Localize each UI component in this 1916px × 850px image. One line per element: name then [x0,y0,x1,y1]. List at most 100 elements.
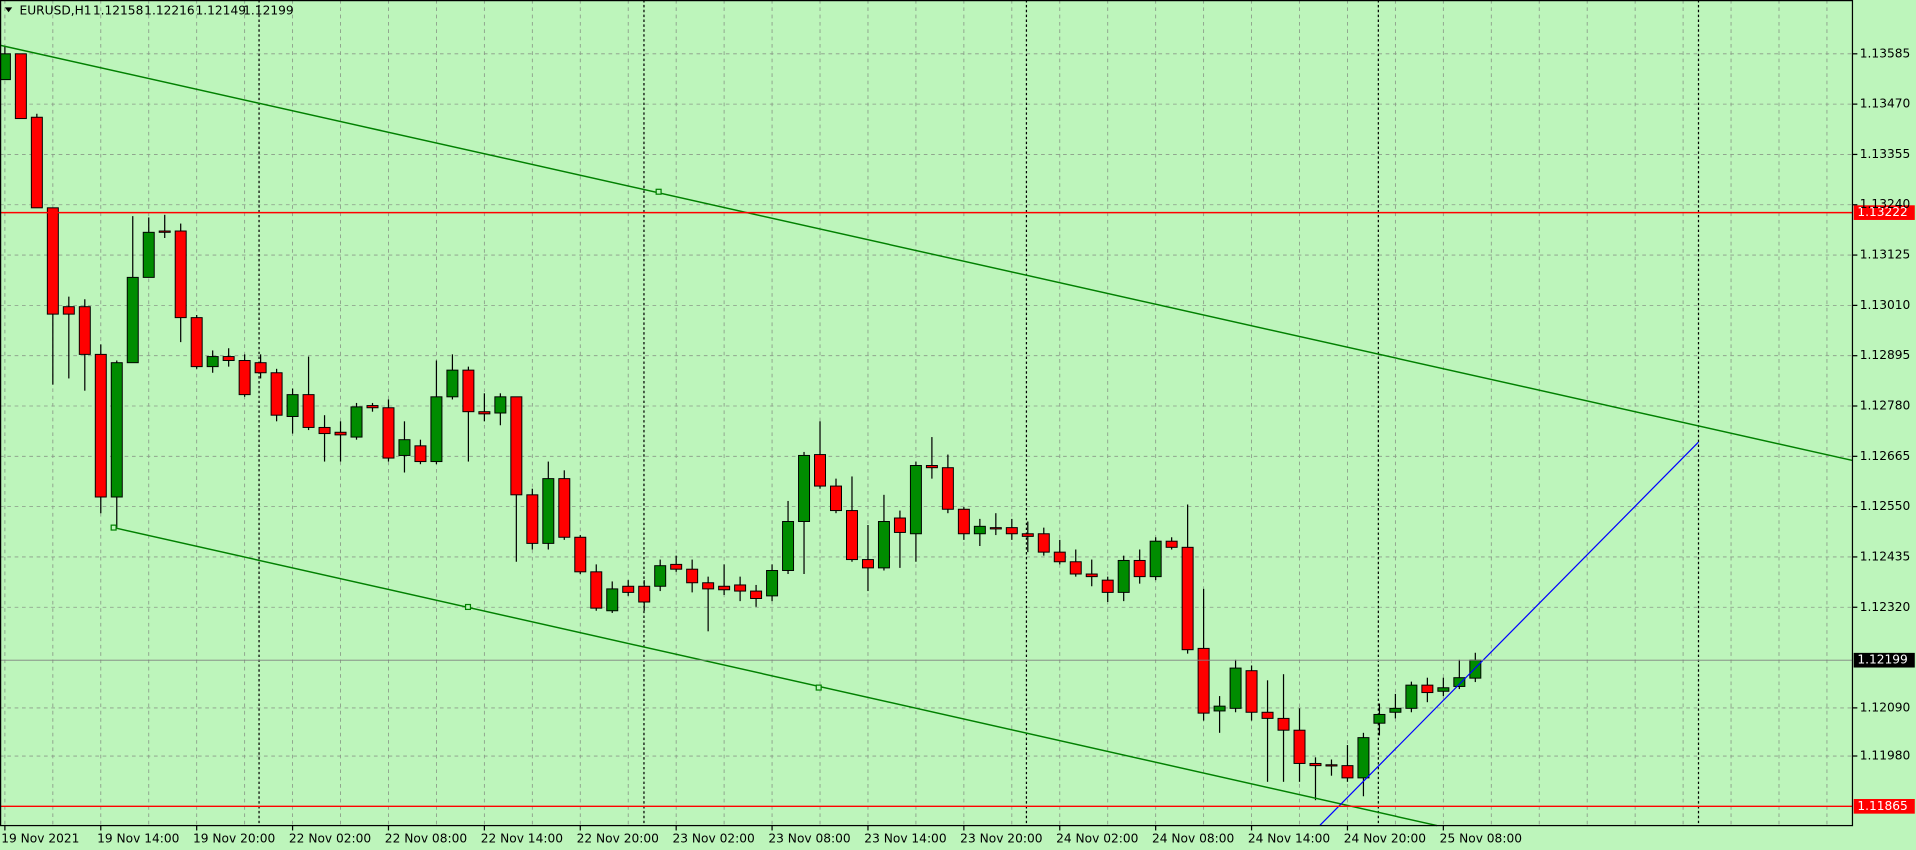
candle-body [1293,729,1306,764]
candle-body [1021,533,1034,537]
channel-lower [113,526,1438,827]
candle-body [462,369,475,413]
candle-body [1213,705,1226,712]
candle-body [814,454,827,487]
candle-body [1069,561,1082,575]
candle-body [1373,713,1386,724]
candle-body [1277,717,1290,731]
candle-body [270,372,283,416]
grid-layer [0,0,1853,826]
candle-body [158,230,171,233]
candle-body [973,525,986,535]
candle-body [1005,527,1018,535]
candle-body [366,405,379,409]
candle-body [1453,677,1466,687]
plot-border [0,0,1854,827]
candle-body [30,116,43,209]
candle-body [1229,667,1242,709]
candle-body [1405,684,1418,709]
x-tick-label: 22 Nov 08:00 [385,832,467,846]
x-tick-label: 24 Nov 08:00 [1152,832,1234,846]
period-separators [258,0,1700,826]
x-tick-label: 23 Nov 14:00 [864,832,946,846]
x-tick-label: 19 Nov 2021 [1,832,79,846]
candle-body [654,565,667,587]
candle-body [877,521,890,569]
candle-body [1085,573,1098,578]
x-tick-label: 25 Nov 08:00 [1440,832,1522,846]
candle-body [1421,684,1434,694]
candle-body [750,590,763,599]
y-tick-label: 1.13240 [1860,197,1910,211]
candle-body [1469,659,1482,679]
candle-body [1309,762,1322,767]
candle-body [478,411,491,415]
candle-body [206,356,219,368]
candle-body [1133,559,1146,578]
candle-body [1245,670,1258,713]
x-tick-label: 23 Nov 02:00 [673,832,755,846]
y-tick-label: 1.13010 [1860,298,1910,312]
price-label: 1.12199 [1857,653,1907,667]
candle-body [1437,687,1450,692]
candle-body [845,510,858,561]
candle-body [1357,737,1370,779]
candle-body [638,585,651,603]
y-tick-label: 1.12320 [1860,600,1910,614]
candle-body [574,536,587,573]
candle-body [925,465,938,469]
trend-line [1319,441,1699,827]
candle-body [1261,711,1274,719]
candle-body [1037,533,1050,553]
y-tick-label: 1.13470 [1860,97,1910,111]
header-high: 1.12216 [144,3,194,17]
x-tick-label: 22 Nov 20:00 [577,832,659,846]
candle-body [174,230,187,319]
channel-upper [0,44,1853,462]
y-tick-label: 1.13355 [1860,147,1910,161]
level-label-box [1853,798,1915,814]
header-low: 1.12149 [196,3,246,17]
x-tick-label: 23 Nov 20:00 [960,832,1042,846]
y-tick-label: 1.12895 [1860,348,1910,362]
candle-body [78,306,91,355]
menu-arrow[interactable] [4,7,13,13]
candle-body [957,508,970,535]
level-label: 1.11865 [1857,799,1907,813]
candle-body [782,521,795,571]
level-label: 1.13222 [1857,205,1907,219]
x-tick-label: 23 Nov 08:00 [768,832,850,846]
candle-body [110,362,123,498]
candle-body [334,431,347,436]
level-label-box [1853,205,1915,220]
anchor [110,524,117,531]
candle-body [989,527,1002,530]
candle-body [254,362,267,374]
candle-body [1341,765,1354,779]
x-tick-label: 24 Nov 14:00 [1248,832,1330,846]
chart-title: EURUSD,H1 [20,3,92,17]
candle-body [909,465,922,535]
candle-body [766,570,779,597]
candle-body [670,563,683,570]
candle-body [622,585,635,593]
candle-body [1389,707,1402,713]
candle-body [62,306,75,315]
candle-body [526,494,539,544]
candle-body [382,407,395,459]
candle-body [190,317,203,368]
candle-body [350,406,363,438]
y-tick-label: 1.11980 [1860,749,1910,763]
levels: 1.13222 1.11865 1.12199 [0,205,1915,814]
candle-body [302,394,315,428]
candle-body [590,571,603,609]
y-tick-label: 1.12435 [1860,549,1910,563]
y-tick-label: 1.13125 [1860,248,1910,262]
candle-body [798,454,811,522]
x-tick-label: 19 Nov 14:00 [97,832,179,846]
price-label-box [1853,652,1915,668]
candle-body [542,478,555,544]
